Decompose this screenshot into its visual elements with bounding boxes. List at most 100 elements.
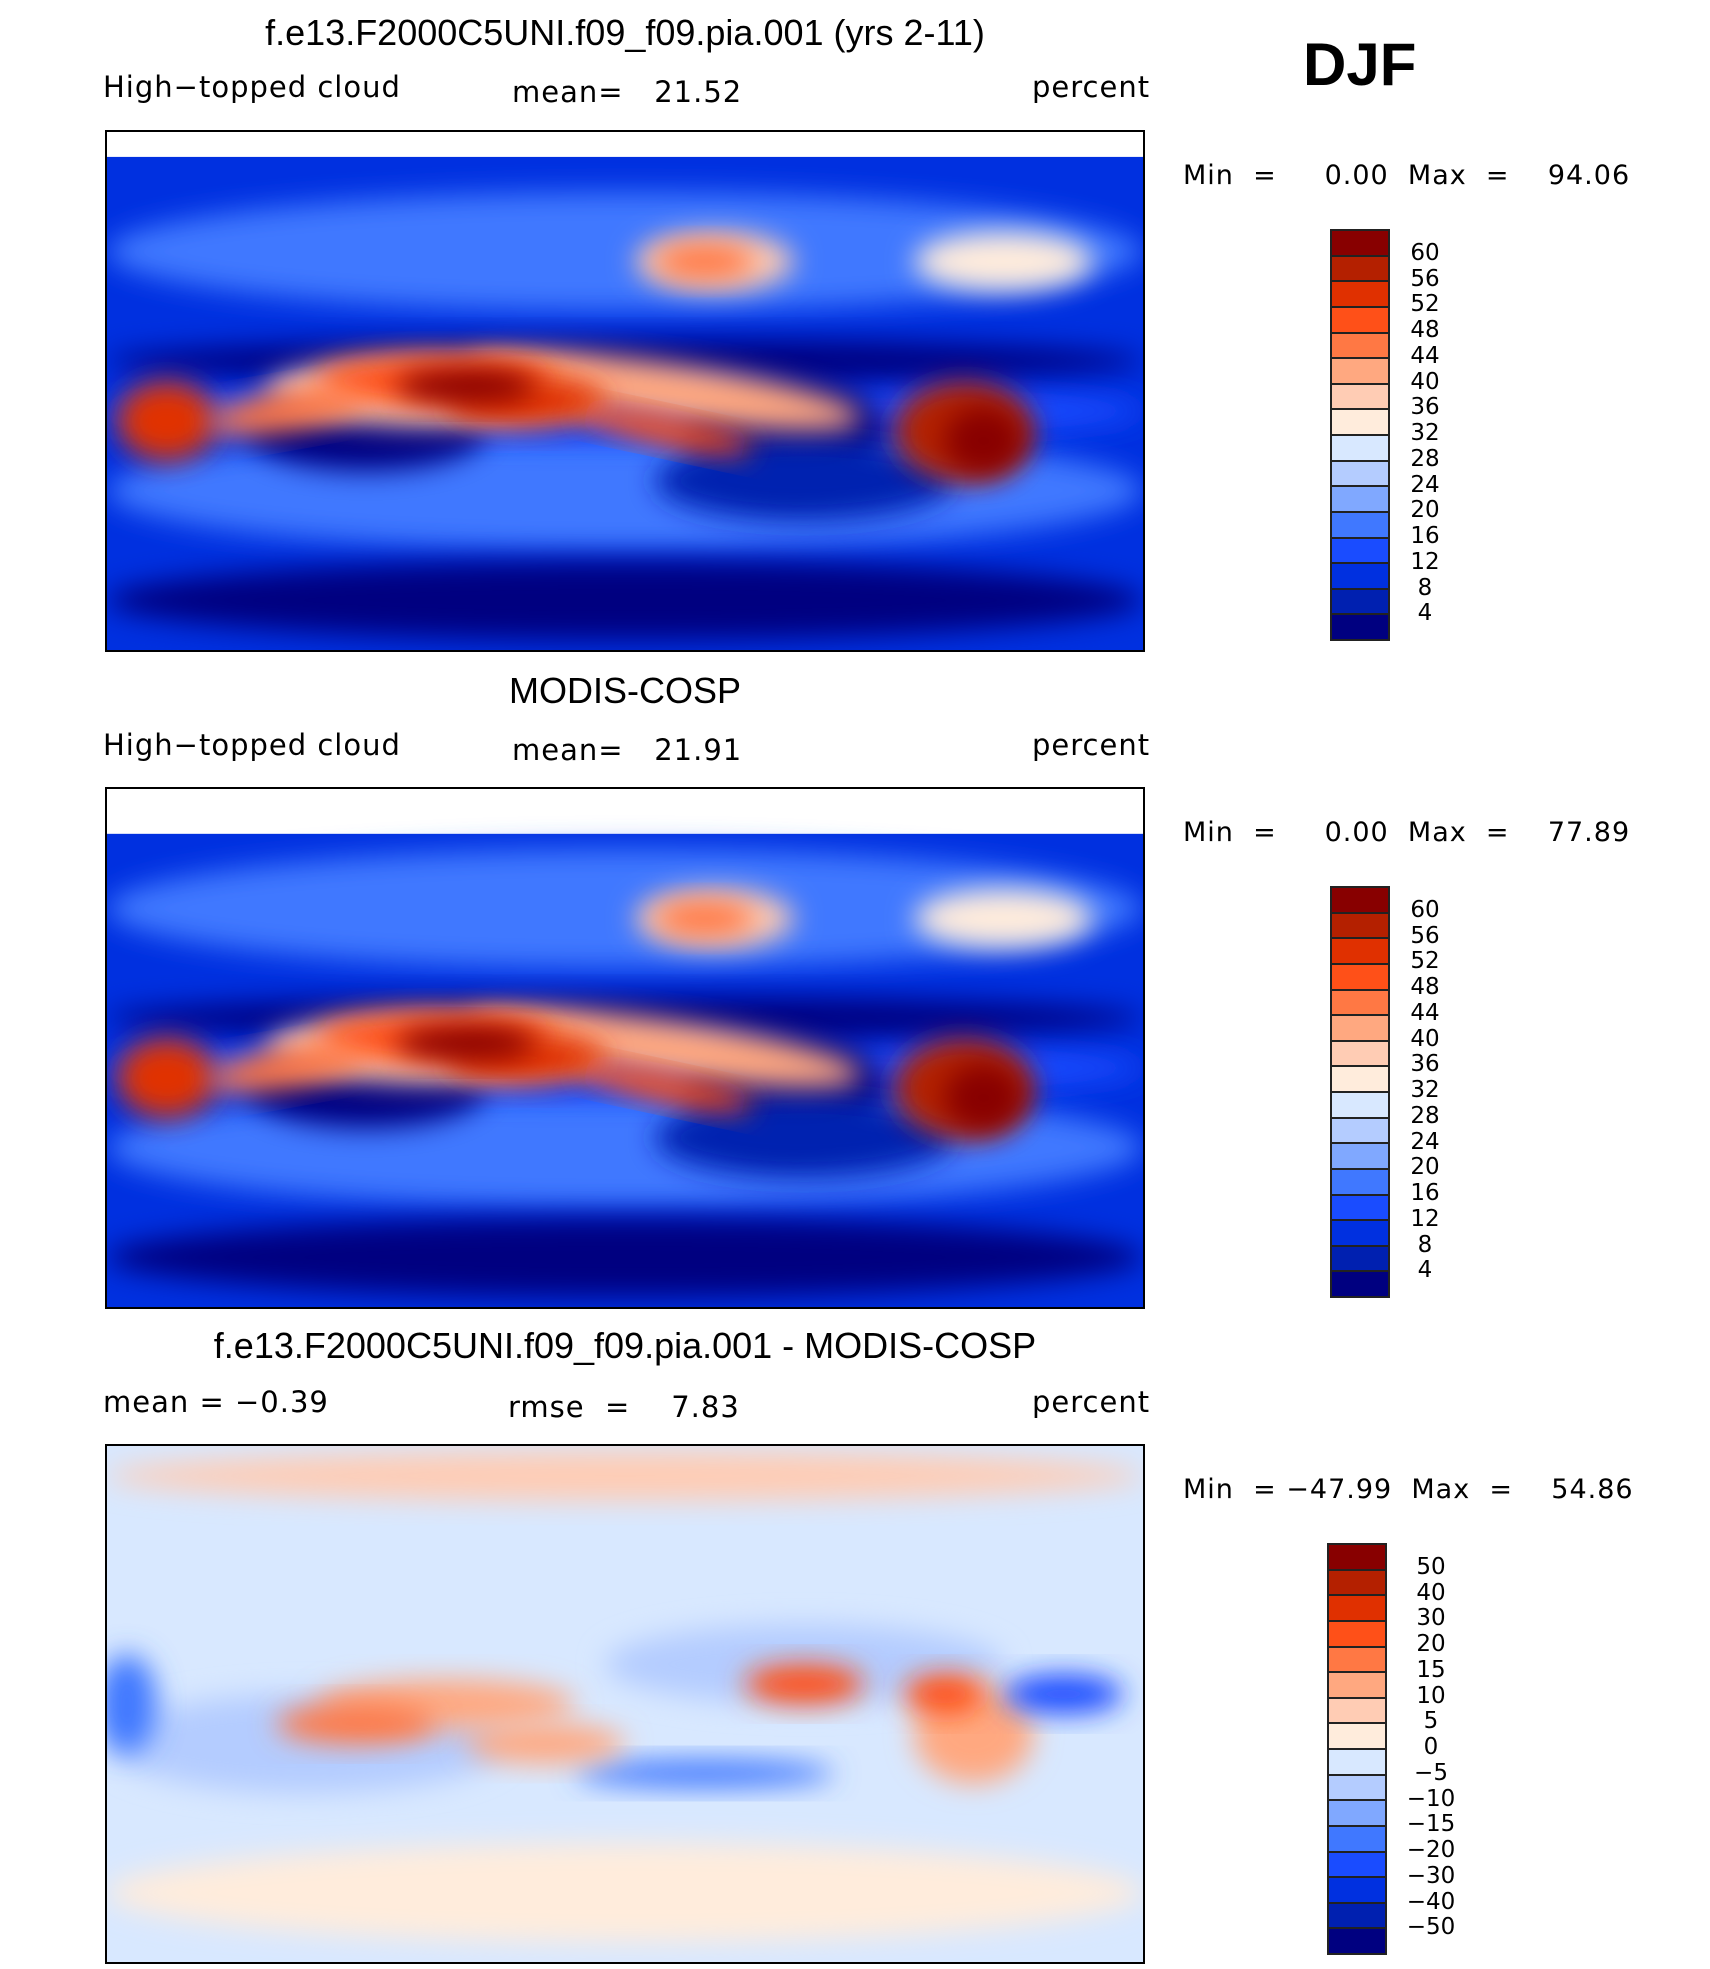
panel-minmax: Min = 0.00 Max = 77.89 bbox=[1183, 817, 1631, 848]
colorbar-tick-label: 36 bbox=[1410, 394, 1440, 421]
colorbar-tick-label: 8 bbox=[1417, 574, 1433, 601]
contour-region bbox=[116, 381, 217, 461]
colorbar-tick-label: 60 bbox=[1410, 896, 1440, 923]
colorbar bbox=[1330, 229, 1390, 641]
colorbar-tick-label: 24 bbox=[1410, 471, 1440, 498]
colorbar-swatch bbox=[1332, 1144, 1388, 1170]
colorbar-swatch bbox=[1332, 1246, 1388, 1273]
colorbar-tick-label: 24 bbox=[1410, 1128, 1440, 1155]
colorbar-swatch bbox=[1332, 990, 1388, 1017]
colorbar-tick-label: 4 bbox=[1417, 1257, 1433, 1284]
colorbar-swatch bbox=[1332, 487, 1388, 513]
colorbar-swatch bbox=[1332, 964, 1388, 991]
colorbar-tick-label: 4 bbox=[1417, 600, 1433, 627]
contour-region bbox=[395, 368, 536, 404]
contour-region bbox=[654, 1097, 954, 1178]
colorbar-tick-label: 32 bbox=[1410, 1077, 1440, 1103]
colorbar-tick-label: 28 bbox=[1410, 445, 1440, 472]
contour-region bbox=[943, 1062, 1024, 1133]
colorbar-swatch bbox=[1332, 231, 1388, 257]
colorbar-swatch bbox=[1332, 461, 1388, 488]
colorbar-tick-label: 20 bbox=[1410, 497, 1440, 524]
colorbar-swatch bbox=[1332, 888, 1388, 914]
colorbar-swatch bbox=[1332, 410, 1388, 436]
colorbar-tick-label: 52 bbox=[1410, 291, 1440, 318]
colorbar-tick-label: 16 bbox=[1410, 1180, 1440, 1206]
colorbar-swatch bbox=[1329, 1570, 1385, 1597]
contour-region bbox=[654, 900, 755, 937]
panel-title: MODIS-COSP bbox=[508, 670, 742, 711]
colorbar-tick-label: 56 bbox=[1410, 265, 1440, 292]
colorbar-tick-label: 30 bbox=[1416, 1605, 1446, 1632]
colorbar-swatch bbox=[1329, 1724, 1385, 1750]
panel-title: f.e13.F2000C5UNI.f09_f09.pia.001 - MODIS… bbox=[213, 1325, 1037, 1366]
colorbar-tick-label: 52 bbox=[1410, 948, 1440, 975]
colorbar-tick-label: 10 bbox=[1416, 1682, 1446, 1709]
contour-region bbox=[107, 1654, 157, 1754]
panel-minmax: Min = 0.00 Max = 94.06 bbox=[1183, 160, 1631, 191]
colorbar-swatch bbox=[1332, 1272, 1388, 1296]
colorbar-tick-label: 40 bbox=[1410, 368, 1440, 395]
map-panel bbox=[105, 1444, 1145, 1964]
contour-region bbox=[276, 1704, 436, 1744]
colorbar-swatch bbox=[1329, 1852, 1385, 1879]
colorbar-tick-label: 48 bbox=[1410, 317, 1440, 343]
contour-region bbox=[116, 1038, 217, 1118]
colorbar-tick-label: 5 bbox=[1423, 1708, 1439, 1735]
colorbar-swatch bbox=[1329, 1621, 1385, 1648]
panel-left-label: mean = −0.39 bbox=[103, 1385, 329, 1419]
colorbar-tick-label: −40 bbox=[1406, 1888, 1456, 1915]
colorbar-swatch bbox=[1332, 256, 1388, 283]
contour-region bbox=[654, 243, 755, 280]
colorbar-swatch bbox=[1332, 282, 1388, 308]
colorbar-tick-label: 50 bbox=[1416, 1553, 1446, 1580]
colorbar-swatch bbox=[1329, 1801, 1385, 1827]
colorbar bbox=[1327, 1543, 1387, 1955]
colorbar-swatch bbox=[1332, 307, 1388, 334]
contour-region bbox=[903, 1674, 984, 1714]
colorbar-tick-label: 40 bbox=[1416, 1579, 1446, 1606]
colorbar-tick-label: 12 bbox=[1410, 1205, 1440, 1232]
contour-region bbox=[913, 231, 1094, 292]
map-panel bbox=[105, 787, 1145, 1309]
contour-region bbox=[395, 1025, 536, 1061]
colorbar-swatch bbox=[1332, 589, 1388, 616]
colorbar-swatch bbox=[1329, 1596, 1385, 1622]
contour-region bbox=[107, 191, 1143, 312]
panel-left-label: High−topped cloud bbox=[103, 70, 401, 104]
contour-region bbox=[913, 888, 1094, 949]
colorbar-swatch bbox=[1332, 359, 1388, 385]
contour-region bbox=[744, 1664, 865, 1704]
colorbar-swatch bbox=[1332, 384, 1388, 411]
contour-region bbox=[467, 1008, 863, 1088]
contour-region bbox=[107, 848, 1143, 969]
colorbar-swatch bbox=[1332, 1016, 1388, 1042]
contour-region bbox=[465, 1723, 625, 1764]
colorbar-swatch bbox=[1332, 1093, 1388, 1119]
colorbar-swatch bbox=[1329, 1750, 1385, 1776]
colorbar-tick-label: −10 bbox=[1406, 1785, 1456, 1812]
map-panel bbox=[105, 130, 1145, 652]
contour-region bbox=[107, 1450, 1143, 1501]
colorbar-swatch bbox=[1329, 1775, 1385, 1802]
contour-region bbox=[654, 440, 954, 521]
contour-region bbox=[207, 1043, 365, 1092]
colorbar-tick-label: 15 bbox=[1416, 1656, 1446, 1683]
panel-minmax: Min = −47.99 Max = 54.86 bbox=[1183, 1474, 1634, 1505]
panel-units: percent bbox=[1032, 1385, 1151, 1419]
panel-left-label: High−topped cloud bbox=[103, 728, 401, 762]
colorbar-swatch bbox=[1332, 1067, 1388, 1093]
contour-region bbox=[107, 1842, 1143, 1943]
colorbar-tick-label: 32 bbox=[1410, 420, 1440, 446]
colorbar-tick-label: 44 bbox=[1410, 999, 1440, 1026]
colorbar-tick-label: 28 bbox=[1410, 1102, 1440, 1129]
panel-center-label: rmse = 7.83 bbox=[508, 1390, 740, 1424]
colorbar-tick-label: −5 bbox=[1414, 1759, 1448, 1786]
contour-region bbox=[107, 1217, 1143, 1298]
contour-region bbox=[1003, 1674, 1124, 1714]
panel-units: percent bbox=[1032, 728, 1151, 762]
colorbar-tick-label: 0 bbox=[1423, 1734, 1439, 1760]
colorbar-swatch bbox=[1332, 1221, 1388, 1247]
colorbar-swatch bbox=[1332, 564, 1388, 590]
